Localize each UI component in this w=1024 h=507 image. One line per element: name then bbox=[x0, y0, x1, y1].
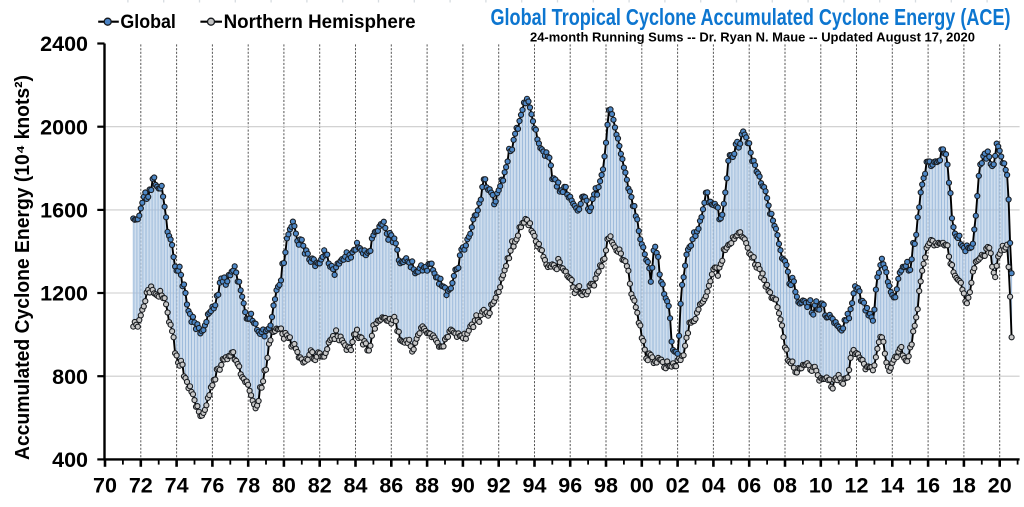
svg-text:800: 800 bbox=[52, 365, 88, 389]
svg-text:70: 70 bbox=[93, 474, 117, 498]
svg-text:82: 82 bbox=[308, 474, 332, 498]
svg-text:Global Tropical Cyclone Accumu: Global Tropical Cyclone Accumulated Cycl… bbox=[491, 4, 1011, 30]
svg-text:16: 16 bbox=[916, 474, 940, 498]
svg-text:80: 80 bbox=[272, 474, 296, 498]
svg-text:76: 76 bbox=[200, 474, 224, 498]
svg-text:12: 12 bbox=[845, 474, 869, 498]
svg-text:84: 84 bbox=[344, 474, 368, 498]
svg-text:04: 04 bbox=[701, 474, 725, 498]
svg-text:24-month Running Sums -- Dr. R: 24-month Running Sums -- Dr. Ryan N. Mau… bbox=[530, 30, 975, 45]
svg-text:18: 18 bbox=[952, 474, 976, 498]
svg-text:94: 94 bbox=[523, 474, 547, 498]
svg-text:1600: 1600 bbox=[40, 199, 88, 223]
svg-text:88: 88 bbox=[415, 474, 439, 498]
svg-text:400: 400 bbox=[52, 448, 88, 472]
svg-text:14: 14 bbox=[880, 474, 904, 498]
svg-text:1200: 1200 bbox=[40, 282, 88, 306]
svg-text:96: 96 bbox=[558, 474, 582, 498]
svg-text:00: 00 bbox=[630, 474, 654, 498]
svg-text:2000: 2000 bbox=[40, 115, 88, 139]
svg-text:06: 06 bbox=[737, 474, 761, 498]
svg-text:92: 92 bbox=[487, 474, 511, 498]
svg-text:02: 02 bbox=[666, 474, 690, 498]
svg-text:20: 20 bbox=[988, 474, 1012, 498]
svg-text:08: 08 bbox=[773, 474, 797, 498]
svg-text:86: 86 bbox=[379, 474, 403, 498]
svg-text:78: 78 bbox=[236, 474, 260, 498]
svg-text:Accumulated Cyclone Energy (10: Accumulated Cyclone Energy (10⁴ knots²) bbox=[11, 75, 34, 460]
svg-text:72: 72 bbox=[129, 474, 153, 498]
svg-text:Northern Hemisphere: Northern Hemisphere bbox=[224, 12, 416, 33]
svg-text:98: 98 bbox=[594, 474, 618, 498]
svg-text:10: 10 bbox=[809, 474, 833, 498]
svg-text:2400: 2400 bbox=[40, 32, 88, 56]
svg-text:Global: Global bbox=[120, 12, 175, 33]
svg-text:90: 90 bbox=[451, 474, 475, 498]
svg-text:74: 74 bbox=[165, 474, 189, 498]
